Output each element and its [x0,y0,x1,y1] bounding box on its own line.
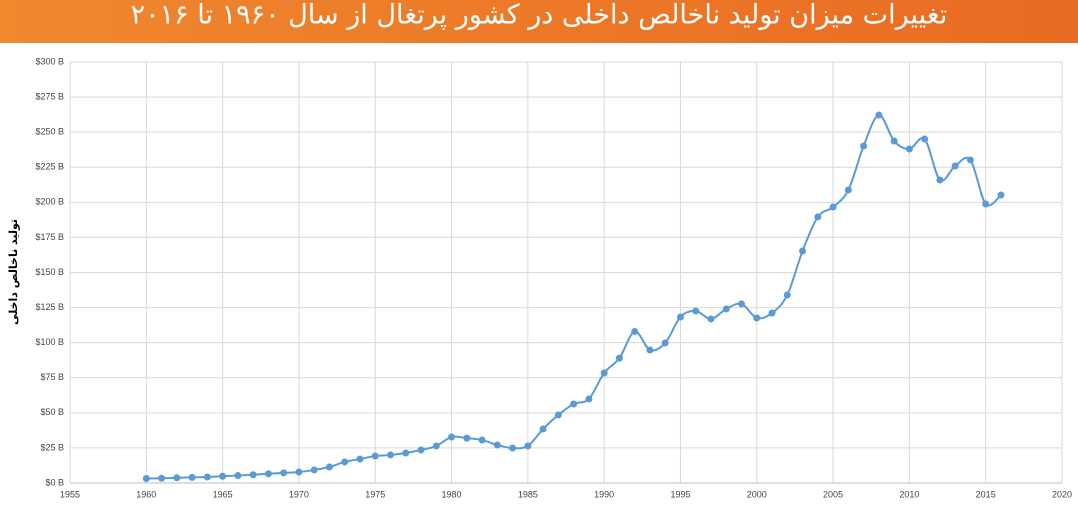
data-point [264,470,272,478]
data-point [249,471,257,479]
data-point [982,200,990,208]
data-point [158,474,166,482]
data-point [829,203,837,211]
data-point [142,475,150,483]
data-point [356,455,364,463]
data-point [875,111,883,119]
data-point [646,346,654,354]
data-point [692,307,700,315]
data-point [188,473,196,481]
data-point [997,191,1005,199]
data-point [478,436,486,444]
data-line [146,114,1002,480]
x-tick-label: 1970 [289,489,309,499]
data-point [570,400,578,408]
y-tick-label: $250 B [35,127,64,137]
y-tick-label: $50 B [40,407,64,417]
y-tick-label: $200 B [35,197,64,207]
title-banner [0,0,1078,43]
data-point [386,451,394,459]
data-point [295,468,303,476]
data-point [707,315,715,323]
y-axis-label: تولید ناخالص داخلی [7,219,20,325]
x-tick-label: 1965 [213,489,233,499]
data-point [783,291,791,299]
data-point [936,176,944,184]
x-tick-label: 2015 [976,489,996,499]
y-tick-label: $175 B [35,232,64,242]
data-point [905,145,913,153]
y-tick-label: $100 B [35,337,64,347]
x-tick-label: 1955 [60,489,80,499]
data-point [402,449,410,457]
data-point [661,339,669,347]
data-point [814,213,822,221]
data-point [921,135,929,143]
data-point [448,433,456,441]
data-point [554,411,562,419]
data-point [768,309,776,317]
data-point [890,137,898,145]
data-point [585,395,593,403]
x-tick-label: 2005 [823,489,843,499]
data-point [524,442,532,450]
y-tick-label: $75 B [40,372,64,382]
x-tick-label: 2010 [899,489,919,499]
data-point [493,441,501,449]
y-tick-label: $125 B [35,302,64,312]
data-point [371,452,379,460]
y-tick-label: $0 B [45,477,64,487]
y-tick-label: $25 B [40,442,64,452]
data-point [600,369,608,377]
y-tick-label: $150 B [35,267,64,277]
data-point [417,446,425,454]
data-point [310,466,318,474]
x-tick-label: 2020 [1052,489,1072,499]
x-tick-label: 1960 [136,489,156,499]
data-point [799,247,807,255]
data-point [753,314,761,322]
data-point [844,186,852,194]
data-point [631,327,639,335]
data-point [676,313,684,321]
data-point [966,156,974,164]
x-tick-label: 1995 [670,489,690,499]
data-point [539,425,547,433]
data-point [325,463,333,471]
data-point [234,472,242,480]
data-point [738,300,746,308]
x-tick-label: 1980 [442,489,462,499]
data-point [860,142,868,150]
x-tick-label: 1985 [518,489,538,499]
data-point [722,305,730,313]
x-tick-label: 2000 [747,489,767,499]
data-point [173,474,181,482]
data-point [951,162,959,170]
data-point [463,434,471,442]
chart-title: تغییرات میزان تولید ناخالص داخلی در کشور… [131,0,948,31]
data-point [219,472,227,480]
data-point [509,444,517,452]
data-point [615,354,623,362]
data-point [432,442,440,450]
y-tick-label: $275 B [35,91,64,101]
x-tick-label: 1990 [594,489,614,499]
x-tick-label: 1975 [365,489,385,499]
y-tick-label: $300 B [35,56,64,66]
data-point [280,469,288,477]
data-point [341,458,349,466]
y-tick-label: $225 B [35,162,64,172]
data-point [203,473,211,481]
